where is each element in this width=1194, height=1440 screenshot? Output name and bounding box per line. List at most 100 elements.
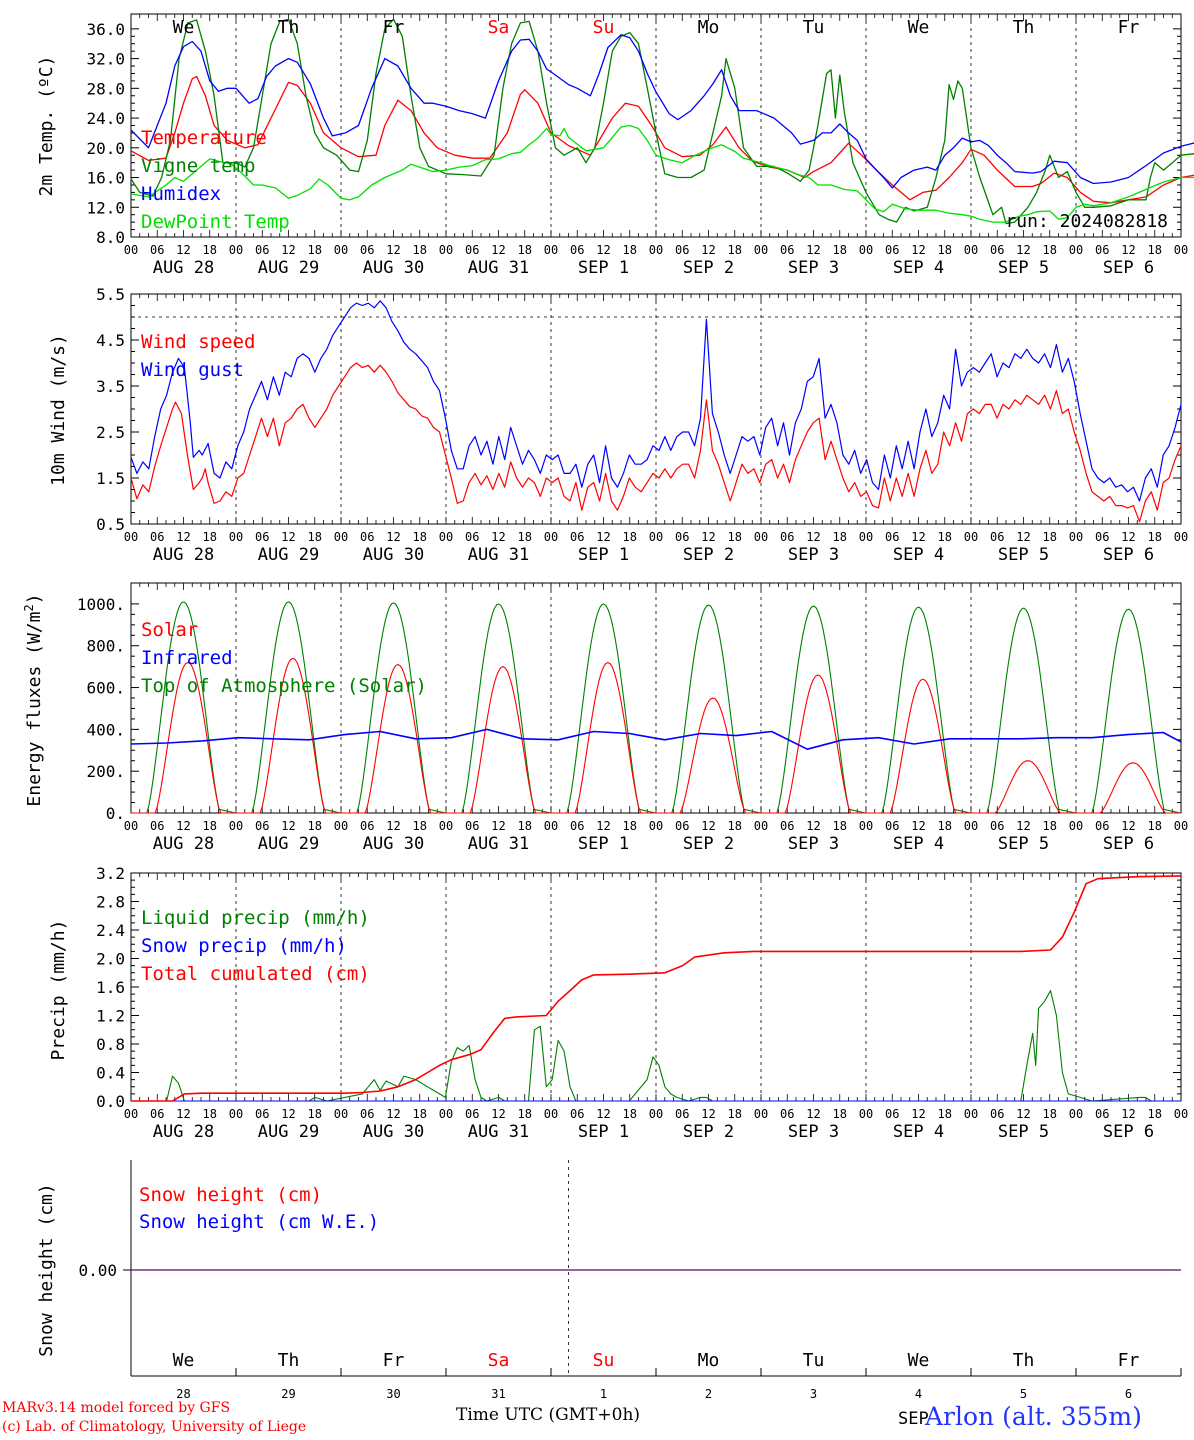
snow-day-number: 29: [281, 1387, 295, 1401]
snow-day-number: 5: [1020, 1387, 1027, 1401]
hour-tick-label: 06: [990, 1107, 1004, 1121]
date-label: SEP 5: [998, 834, 1049, 854]
hour-tick-label: 00: [754, 243, 768, 257]
hour-tick-label: 00: [1069, 1107, 1083, 1121]
hour-tick-label: 06: [255, 243, 269, 257]
y-tick-label: 600.: [86, 679, 125, 698]
hour-tick-label: 00: [754, 819, 768, 833]
hour-tick-label: 00: [229, 243, 243, 257]
hour-tick-label: 00: [124, 819, 138, 833]
hour-tick-label: 18: [518, 819, 532, 833]
date-label: SEP 3: [788, 834, 839, 854]
hour-tick-label: 18: [728, 1107, 742, 1121]
temperature-series-line: [130, 124, 1194, 223]
precip-cumulated-line: [131, 875, 1182, 1102]
hour-tick-label: 06: [675, 819, 689, 833]
hour-tick-label: 12: [911, 819, 925, 833]
date-label: AUG 29: [258, 545, 319, 565]
y-tick-label: 0.0: [96, 1092, 125, 1111]
date-label: AUG 28: [153, 1122, 214, 1142]
date-label: SEP 6: [1103, 545, 1154, 565]
hour-tick-label: 18: [1148, 819, 1162, 833]
y-tick-label: 1.5: [96, 469, 125, 488]
hour-tick-label: 18: [308, 530, 322, 544]
hour-tick-label: 00: [544, 819, 558, 833]
y-tick-label: 800.: [86, 637, 125, 656]
y-tick-label: 4.5: [96, 331, 125, 350]
hour-tick-label: 00: [229, 819, 243, 833]
date-label: SEP 3: [788, 545, 839, 565]
date-label: AUG 30: [363, 1122, 424, 1142]
hour-tick-label: 00: [334, 530, 348, 544]
energy-legend-1: Infrared: [141, 647, 233, 669]
date-label: AUG 28: [153, 545, 214, 565]
hour-tick-label: 06: [255, 819, 269, 833]
snow-day-number: 6: [1125, 1387, 1132, 1401]
y-tick-label: 2.8: [96, 893, 125, 912]
date-label: SEP 2: [683, 834, 734, 854]
date-label: AUG 28: [153, 258, 214, 278]
precip-legend-1: Snow precip (mm/h): [141, 935, 347, 957]
hour-tick-label: 00: [124, 530, 138, 544]
hour-tick-label: 12: [596, 819, 610, 833]
hour-tick-label: 06: [465, 530, 479, 544]
hour-tick-label: 12: [701, 819, 715, 833]
hour-tick-label: 00: [1069, 819, 1083, 833]
hour-tick-label: 12: [386, 530, 400, 544]
y-tick-label: 3.2: [96, 864, 125, 883]
hour-tick-label: 00: [964, 243, 978, 257]
hour-tick-label: 18: [833, 530, 847, 544]
hour-tick-label: 06: [675, 1107, 689, 1121]
date-label: SEP 4: [893, 258, 944, 278]
hour-tick-label: 00: [754, 530, 768, 544]
y-tick-label: 1.6: [96, 978, 125, 997]
hour-tick-label: 00: [439, 1107, 453, 1121]
energy-legend-0: Solar: [141, 619, 198, 641]
hour-tick-label: 18: [623, 530, 637, 544]
hour-tick-label: 00: [859, 819, 873, 833]
hour-tick-label: 18: [1148, 243, 1162, 257]
hour-tick-label: 00: [1174, 1107, 1188, 1121]
hour-tick-label: 06: [150, 1107, 164, 1121]
date-label: SEP 6: [1103, 258, 1154, 278]
y-tick-label: 1000.: [77, 595, 125, 614]
hour-tick-label: 00: [649, 243, 663, 257]
hour-tick-label: 06: [990, 819, 1004, 833]
hour-tick-label: 06: [570, 819, 584, 833]
snow-weekday-label: Tu: [803, 1350, 825, 1371]
hour-tick-label: 18: [623, 243, 637, 257]
hour-tick-label: 06: [465, 1107, 479, 1121]
hour-tick-label: 00: [124, 243, 138, 257]
hour-tick-label: 18: [203, 819, 217, 833]
snow-day-number: 30: [386, 1387, 400, 1401]
hour-tick-label: 12: [1121, 530, 1135, 544]
hour-tick-label: 06: [675, 243, 689, 257]
hour-tick-label: 18: [413, 243, 427, 257]
hour-tick-label: 00: [964, 1107, 978, 1121]
hour-tick-label: 06: [360, 819, 374, 833]
hour-tick-label: 06: [885, 1107, 899, 1121]
hour-tick-label: 18: [833, 1107, 847, 1121]
hour-tick-label: 18: [1043, 1107, 1057, 1121]
y-tick-label: 3.5: [96, 377, 125, 396]
hour-tick-label: 18: [938, 1107, 952, 1121]
y-tick-label: 0.5: [96, 515, 125, 534]
hour-tick-label: 12: [596, 530, 610, 544]
hour-tick-label: 06: [150, 819, 164, 833]
y-tick-label: 1.2: [96, 1007, 125, 1026]
hour-tick-label: 12: [806, 819, 820, 833]
temperature-legend-3: DewPoint Temp: [141, 211, 290, 233]
hour-tick-label: 06: [780, 819, 794, 833]
hour-tick-label: 06: [1095, 530, 1109, 544]
precip-y-axis-title: Precip (mm/h): [48, 920, 69, 1061]
hour-tick-label: 06: [885, 243, 899, 257]
wind-series-line: [130, 300, 1182, 502]
date-label: AUG 30: [363, 258, 424, 278]
snow-legend-1: Snow height (cm W.E.): [139, 1211, 379, 1233]
y-tick-label: 0.4: [96, 1064, 125, 1083]
date-label: SEP 5: [998, 1122, 1049, 1142]
y-tick-label: 36.0: [86, 20, 125, 39]
y-tick-label: 400.: [86, 720, 125, 739]
hour-tick-label: 00: [1069, 243, 1083, 257]
